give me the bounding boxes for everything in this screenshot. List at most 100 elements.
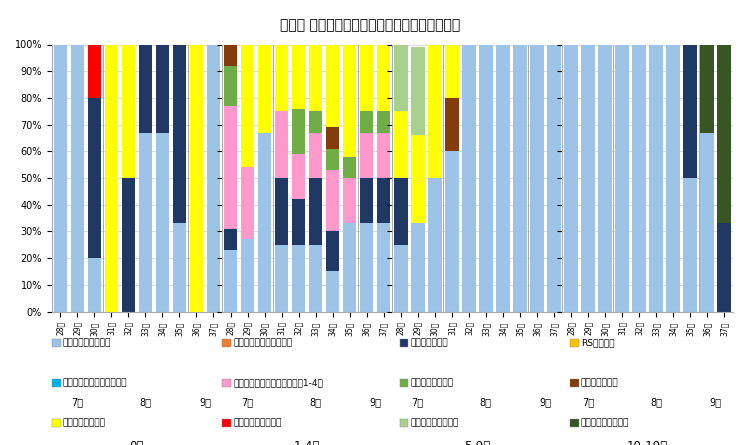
Bar [445,44,459,98]
Text: エンテロウイルス: エンテロウイルス [63,419,106,428]
Text: 肺炎マイコプラズマ: 肺炎マイコプラズマ [581,419,629,428]
Text: 年齢別 病原体検出割合の推移（不検出を除く）: 年齢別 病原体検出割合の推移（不検出を除く） [280,18,460,32]
Bar [275,178,289,245]
Text: 0歳: 0歳 [130,440,144,445]
Bar [309,245,323,312]
Bar [223,250,238,312]
Bar [326,231,340,271]
Bar [343,157,357,178]
Bar [666,44,680,312]
Text: インフルエンザウイルス: インフルエンザウイルス [233,339,292,348]
Bar [240,44,255,167]
Bar [53,44,67,312]
Bar [360,223,374,312]
Bar [683,178,697,312]
Text: 10-19歳: 10-19歳 [627,440,668,445]
Bar [240,167,255,239]
Bar [445,151,459,312]
Bar [292,245,306,312]
Bar [717,223,731,312]
Bar [343,223,357,312]
Bar [172,223,186,312]
Bar [377,44,391,111]
Bar [377,178,391,223]
Text: ヒトコロナウイルス: ヒトコロナウイルス [411,419,459,428]
Bar [258,44,272,133]
Bar [717,44,731,223]
Bar [462,44,476,312]
Bar [138,133,152,312]
Text: 9月: 9月 [539,397,551,407]
Text: ヒトパレコウイルス: ヒトパレコウイルス [233,419,281,428]
Bar [326,127,340,149]
Bar [309,133,323,178]
Bar [615,44,629,312]
Bar [394,245,408,312]
Bar [223,229,238,250]
Text: ヒトメタニューモウイルス: ヒトメタニューモウイルス [63,379,127,388]
Bar [683,44,697,178]
Bar [258,133,272,312]
Text: ヒトボカウイルス: ヒトボカウイルス [411,379,454,388]
Bar [479,44,493,312]
Text: 8月: 8月 [139,397,152,407]
Bar [155,44,169,133]
Bar [632,44,646,312]
Bar [104,44,118,312]
Text: 7月: 7月 [582,397,594,407]
Bar [547,44,561,312]
Bar [445,98,459,151]
Text: 7月: 7月 [71,397,84,407]
Bar [530,44,544,312]
Bar [343,178,357,223]
Bar [411,135,425,223]
Bar [309,178,323,245]
Bar [275,111,289,178]
Bar [428,44,442,178]
Text: 8月: 8月 [650,397,662,407]
Text: 7月: 7月 [241,397,254,407]
Bar [275,44,289,111]
Bar [87,258,101,311]
Bar [581,44,595,312]
Bar [326,170,340,231]
Bar [292,109,306,154]
Bar [428,178,442,312]
Bar [360,44,374,111]
Bar [292,42,306,109]
Bar [377,133,391,178]
Bar [223,44,238,66]
Text: 1-4歳: 1-4歳 [294,440,320,445]
Bar [155,133,169,312]
Bar [70,44,84,312]
Text: ライノウイルス: ライノウイルス [411,339,448,348]
Bar [206,44,221,312]
Bar [87,98,101,258]
Bar [189,44,204,312]
Bar [700,133,714,312]
Bar [598,44,612,312]
Bar [411,47,425,135]
Bar [326,149,340,170]
Bar [360,178,374,223]
Bar [121,178,135,312]
Bar [87,44,101,98]
Text: 5-9歳: 5-9歳 [464,440,491,445]
Text: アデノウイルス: アデノウイルス [581,379,619,388]
Bar [309,111,323,133]
Bar [309,44,323,111]
Bar [138,44,152,133]
Text: 9月: 9月 [710,397,722,407]
Bar [377,111,391,133]
Bar [377,223,391,312]
Bar [649,44,663,312]
Bar [240,239,255,312]
Text: パラインフルエンザウイルス1-4型: パラインフルエンザウイルス1-4型 [233,379,323,388]
Bar [292,199,306,245]
Bar [564,44,578,312]
Bar [223,106,238,229]
Bar [394,44,408,111]
Text: 9月: 9月 [199,397,211,407]
Bar [343,44,357,157]
Text: 8月: 8月 [480,397,492,407]
